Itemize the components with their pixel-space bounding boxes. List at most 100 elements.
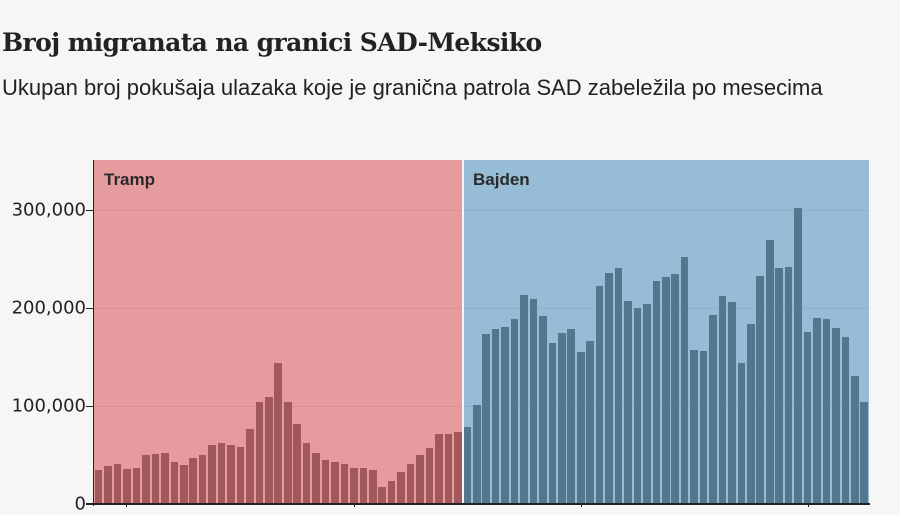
bar <box>472 405 481 504</box>
bar <box>718 296 727 504</box>
bar <box>340 464 349 504</box>
bar <box>463 426 472 504</box>
x-tick <box>126 503 127 507</box>
bar <box>104 465 112 504</box>
bar <box>491 328 500 504</box>
bar <box>274 362 283 504</box>
bar <box>94 469 103 504</box>
bar <box>765 239 774 504</box>
bar <box>208 444 216 504</box>
bar <box>387 481 396 504</box>
bar <box>179 464 188 504</box>
bar <box>822 318 831 504</box>
bar <box>529 298 538 504</box>
y-tick-label: 0 <box>74 493 86 515</box>
bar <box>350 468 358 504</box>
bar <box>378 487 387 504</box>
bar <box>406 464 415 504</box>
bar <box>558 332 566 504</box>
bar <box>548 342 557 504</box>
bar <box>671 273 680 504</box>
bar <box>756 275 765 504</box>
bar <box>728 302 736 504</box>
bar <box>435 433 443 504</box>
bar <box>624 300 632 504</box>
chart-subtitle: Ukupan broj pokušaja ulazaka koje je gra… <box>2 75 823 100</box>
bar <box>586 341 594 504</box>
x-tick <box>808 503 809 507</box>
y-axis <box>93 160 94 506</box>
bar <box>312 452 320 504</box>
y-tick <box>86 308 93 309</box>
bar <box>576 352 585 504</box>
y-tick <box>86 504 93 505</box>
bar <box>841 337 850 504</box>
bar <box>737 362 746 504</box>
gridline <box>94 308 869 309</box>
y-tick-label: 200,000 <box>11 297 86 319</box>
bar <box>217 443 226 504</box>
biden-period-label: Bajden <box>473 170 530 189</box>
bar <box>850 376 859 504</box>
x-tick <box>581 503 582 507</box>
bar <box>189 458 197 504</box>
bar <box>699 351 708 504</box>
bar <box>397 472 405 504</box>
bar <box>227 444 235 504</box>
bar <box>425 447 434 504</box>
bar <box>567 328 576 504</box>
bar <box>123 469 131 504</box>
bar <box>331 462 339 504</box>
bar <box>539 316 547 504</box>
bar <box>132 468 141 504</box>
bar <box>832 327 840 504</box>
bar <box>151 454 160 504</box>
bar <box>170 461 179 504</box>
bar <box>501 327 509 504</box>
bar <box>643 304 651 504</box>
bar <box>803 331 812 504</box>
bar <box>444 433 453 504</box>
x-axis <box>86 503 870 505</box>
bar <box>283 402 292 504</box>
bar <box>614 268 623 504</box>
y-tick-label: 100,000 <box>11 395 86 417</box>
bar <box>198 454 207 504</box>
bar <box>368 470 377 504</box>
bar <box>794 208 802 504</box>
bar <box>302 443 311 504</box>
bar <box>482 333 490 504</box>
y-tick-label: 300,000 <box>11 199 86 221</box>
x-tick <box>354 503 355 507</box>
bar <box>520 294 528 504</box>
bar <box>265 397 273 504</box>
bar <box>161 453 169 504</box>
gridline <box>94 406 869 407</box>
trump-period-label: Tramp <box>104 170 156 189</box>
chart-title: Broj migranata na granici SAD-Meksiko <box>2 28 542 57</box>
bar <box>652 281 661 504</box>
bar <box>255 402 264 504</box>
bar <box>142 455 150 504</box>
bar <box>813 318 821 504</box>
bar <box>605 273 613 504</box>
bar <box>246 429 254 504</box>
bar <box>293 424 301 504</box>
bar <box>709 314 717 504</box>
bar <box>416 455 424 504</box>
bar <box>775 268 783 504</box>
period-divider <box>462 160 464 504</box>
bar <box>784 267 793 504</box>
bar <box>113 464 122 504</box>
bar <box>454 431 462 504</box>
bar <box>359 468 368 504</box>
bar <box>633 308 642 504</box>
bar <box>747 324 755 504</box>
bar <box>690 350 698 504</box>
bar <box>510 318 519 504</box>
bar <box>661 277 670 504</box>
y-tick <box>86 406 93 407</box>
bar <box>860 402 869 504</box>
bar <box>321 459 330 504</box>
